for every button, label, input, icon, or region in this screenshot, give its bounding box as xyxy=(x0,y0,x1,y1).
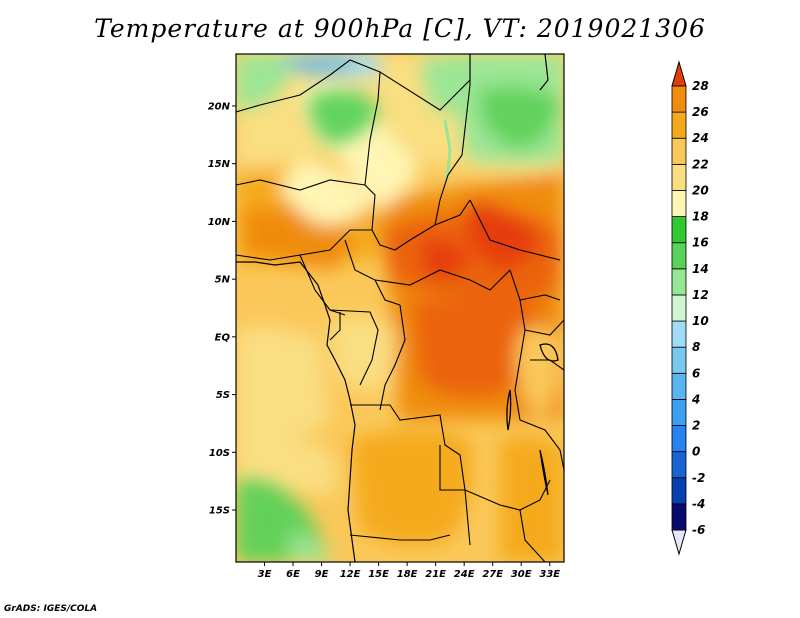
colorbar-label: -2 xyxy=(692,471,705,485)
lon-label-6e: 6E xyxy=(286,569,300,580)
country-boundaries xyxy=(236,54,564,562)
colorbar-swatch xyxy=(671,477,687,505)
colorbar-swatch xyxy=(671,268,687,296)
colorbar-label: 20 xyxy=(692,183,709,197)
colorbar-swatch xyxy=(671,372,687,400)
coastline xyxy=(236,54,549,562)
colorbar-swatch xyxy=(671,111,687,139)
longitude-axis: 3E 6E 9E 12E 15E 18E 21E 24E 27E 30E 33E xyxy=(258,562,560,580)
colorbar-label: 24 xyxy=(692,131,709,145)
colorbar-swatch xyxy=(671,163,687,191)
latitude-axis: 20N 15N 10N 5N EQ 5S 10S 15S xyxy=(208,101,236,517)
lon-label-15e: 15E xyxy=(368,569,389,580)
colorbar-label: 0 xyxy=(692,445,700,459)
colorbar-label: 12 xyxy=(692,288,709,302)
colorbar-label: 28 xyxy=(692,79,709,93)
lon-label-9e: 9E xyxy=(315,569,329,580)
lat-label-15n: 15N xyxy=(208,159,231,170)
colorbar-swatch xyxy=(671,399,687,426)
colorbar-label: -6 xyxy=(692,523,705,537)
map-title: Temperature at 900hPa [C], VT: 201902130… xyxy=(94,14,706,43)
colorbar-label: 2 xyxy=(692,419,700,433)
colorbar-label: 10 xyxy=(692,314,709,328)
lon-label-18e: 18E xyxy=(397,569,418,580)
colorbar-swatch xyxy=(671,190,687,217)
colorbar-swatch xyxy=(671,216,687,244)
lat-label-5n: 5N xyxy=(215,275,231,286)
lon-label-33e: 33E xyxy=(539,569,560,580)
colorbar-swatch xyxy=(671,137,687,165)
lat-label-10s: 10S xyxy=(209,448,230,459)
colorbar-swatch xyxy=(671,503,687,531)
lon-label-3e: 3E xyxy=(258,569,272,580)
lon-label-27e: 27E xyxy=(482,569,503,580)
lon-label-30e: 30E xyxy=(511,569,532,580)
lat-label-10n: 10N xyxy=(208,217,231,228)
grads-credit: GrADS: IGES/COLA xyxy=(4,604,98,614)
lat-label-eq: EQ xyxy=(215,332,231,343)
colorbar-label: 8 xyxy=(692,340,700,354)
colorbar-label: 26 xyxy=(692,105,709,119)
colorbar-swatch xyxy=(671,320,687,348)
colorbar-label: -4 xyxy=(692,497,705,511)
colorbar-label: 18 xyxy=(692,210,709,224)
lat-label-15s: 15S xyxy=(209,506,230,517)
colorbar-label: 16 xyxy=(692,236,709,250)
map-frame xyxy=(235,53,565,563)
colorbar-min-triangle xyxy=(671,529,687,556)
colorbar-label: 14 xyxy=(692,262,709,276)
lon-label-12e: 12E xyxy=(340,569,361,580)
colorbar-max-triangle xyxy=(671,60,687,87)
colorbar-label: 4 xyxy=(691,392,700,406)
colorbar-swatch xyxy=(671,451,687,479)
colorbar-swatch xyxy=(671,294,687,322)
colorbar-label: 6 xyxy=(692,366,700,380)
lon-label-24e: 24E xyxy=(454,569,475,580)
lat-label-5s: 5S xyxy=(216,390,230,401)
lon-label-21e: 21E xyxy=(425,569,446,580)
colorbar-swatch xyxy=(671,425,687,453)
colorbar-swatch xyxy=(671,346,687,374)
colorbar-swatch xyxy=(671,242,687,270)
colorbar-label: 22 xyxy=(692,157,709,171)
colorbar-swatch xyxy=(671,85,687,113)
lat-label-20n: 20N xyxy=(208,101,231,112)
